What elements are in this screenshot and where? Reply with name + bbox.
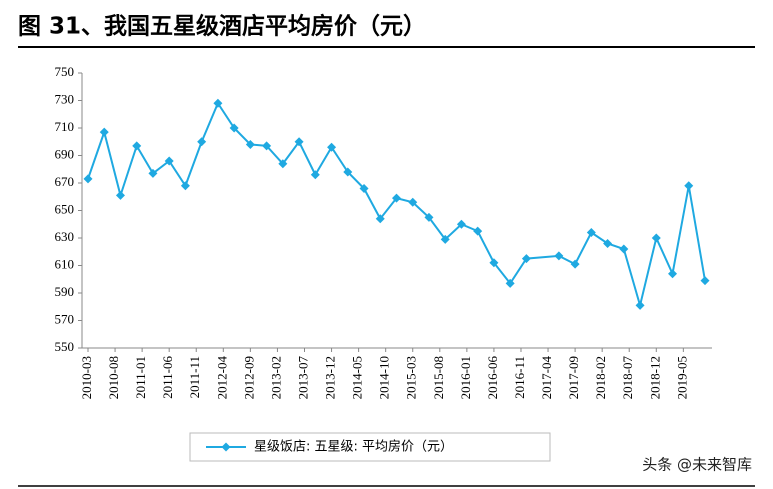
y-tick-label: 730 <box>55 91 75 106</box>
chart-title: 图 31、我国五星级酒店平均房价（元） <box>18 13 426 40</box>
y-tick-label: 610 <box>55 256 75 271</box>
y-tick-label: 650 <box>55 201 75 216</box>
point <box>570 259 580 269</box>
point <box>327 142 337 152</box>
x-tick-label: 2013-12 <box>323 356 338 399</box>
point <box>180 181 190 191</box>
point <box>375 214 385 224</box>
point <box>83 174 93 184</box>
y-tick-label: 630 <box>55 229 75 244</box>
x-tick-label: 2012-09 <box>241 356 256 399</box>
point <box>164 156 174 166</box>
x-tick-label: 2016-01 <box>458 356 473 399</box>
point <box>505 278 515 288</box>
y-tick-label: 750 <box>55 64 75 79</box>
x-tick-label: 2012-04 <box>214 356 229 400</box>
x-tick-label: 2011-11 <box>187 356 202 398</box>
series-line <box>87 101 706 310</box>
x-tick-label: 2014-05 <box>350 356 365 399</box>
legend-box <box>189 432 551 462</box>
x-tick-label: 2016-06 <box>485 356 500 400</box>
x-tick-label: 2017-09 <box>566 356 581 399</box>
point <box>456 219 466 229</box>
point <box>359 184 369 193</box>
point <box>554 251 564 261</box>
x-tick-label: 2015-03 <box>404 356 419 399</box>
point <box>213 98 223 108</box>
point <box>115 190 125 200</box>
point <box>489 258 499 268</box>
x-tick-label: 2017-04 <box>539 356 554 400</box>
point <box>668 269 678 279</box>
x-tick-label: 2015-08 <box>431 356 446 399</box>
x-tick-label: 2011-06 <box>160 356 175 399</box>
x-tick-label: 2010-08 <box>106 356 121 399</box>
y-tick-label: 710 <box>55 119 75 134</box>
x-tick-label: 2018-02 <box>593 356 608 399</box>
y-tick-label: 590 <box>55 284 75 299</box>
point <box>424 212 434 222</box>
legend-label: 星级饭店: 五星级: 平均房价（元） <box>254 439 453 455</box>
x-tick-label: 2014-10 <box>377 356 392 399</box>
point <box>521 254 531 264</box>
y-tick-label: 670 <box>55 174 75 189</box>
x-tick-label: 2018-07 <box>620 356 635 400</box>
point <box>294 137 304 147</box>
x-tick-label: 2013-07 <box>295 356 310 400</box>
point <box>245 140 255 149</box>
y-tick-label: 690 <box>55 146 75 161</box>
point <box>310 170 320 180</box>
point <box>132 141 142 151</box>
point <box>197 137 207 147</box>
y-tick-label: 550 <box>55 339 75 354</box>
point <box>229 123 239 133</box>
point <box>343 167 353 177</box>
x-tick-label: 2016-11 <box>512 356 527 399</box>
x-tick-label: 2018-12 <box>647 356 662 399</box>
x-tick-label: 2011-01 <box>133 356 148 399</box>
point <box>392 193 401 203</box>
point <box>408 197 418 207</box>
point <box>262 141 272 151</box>
x-tick-label: 2019-05 <box>674 356 689 399</box>
point <box>440 234 450 244</box>
x-tick-label: 2010-03 <box>79 356 94 399</box>
point <box>473 226 483 236</box>
point <box>278 159 288 169</box>
point <box>635 300 645 310</box>
point <box>651 233 661 243</box>
point <box>603 239 613 248</box>
point <box>586 228 596 237</box>
point <box>148 168 158 178</box>
legend-marker <box>221 442 231 452</box>
point <box>99 127 109 137</box>
x-tick-label: 2013-02 <box>268 356 283 399</box>
point <box>700 276 710 286</box>
y-tick-label: 570 <box>55 311 75 326</box>
point <box>619 244 629 254</box>
watermark: 头条 @未来智库 <box>642 456 752 474</box>
point <box>684 181 694 191</box>
